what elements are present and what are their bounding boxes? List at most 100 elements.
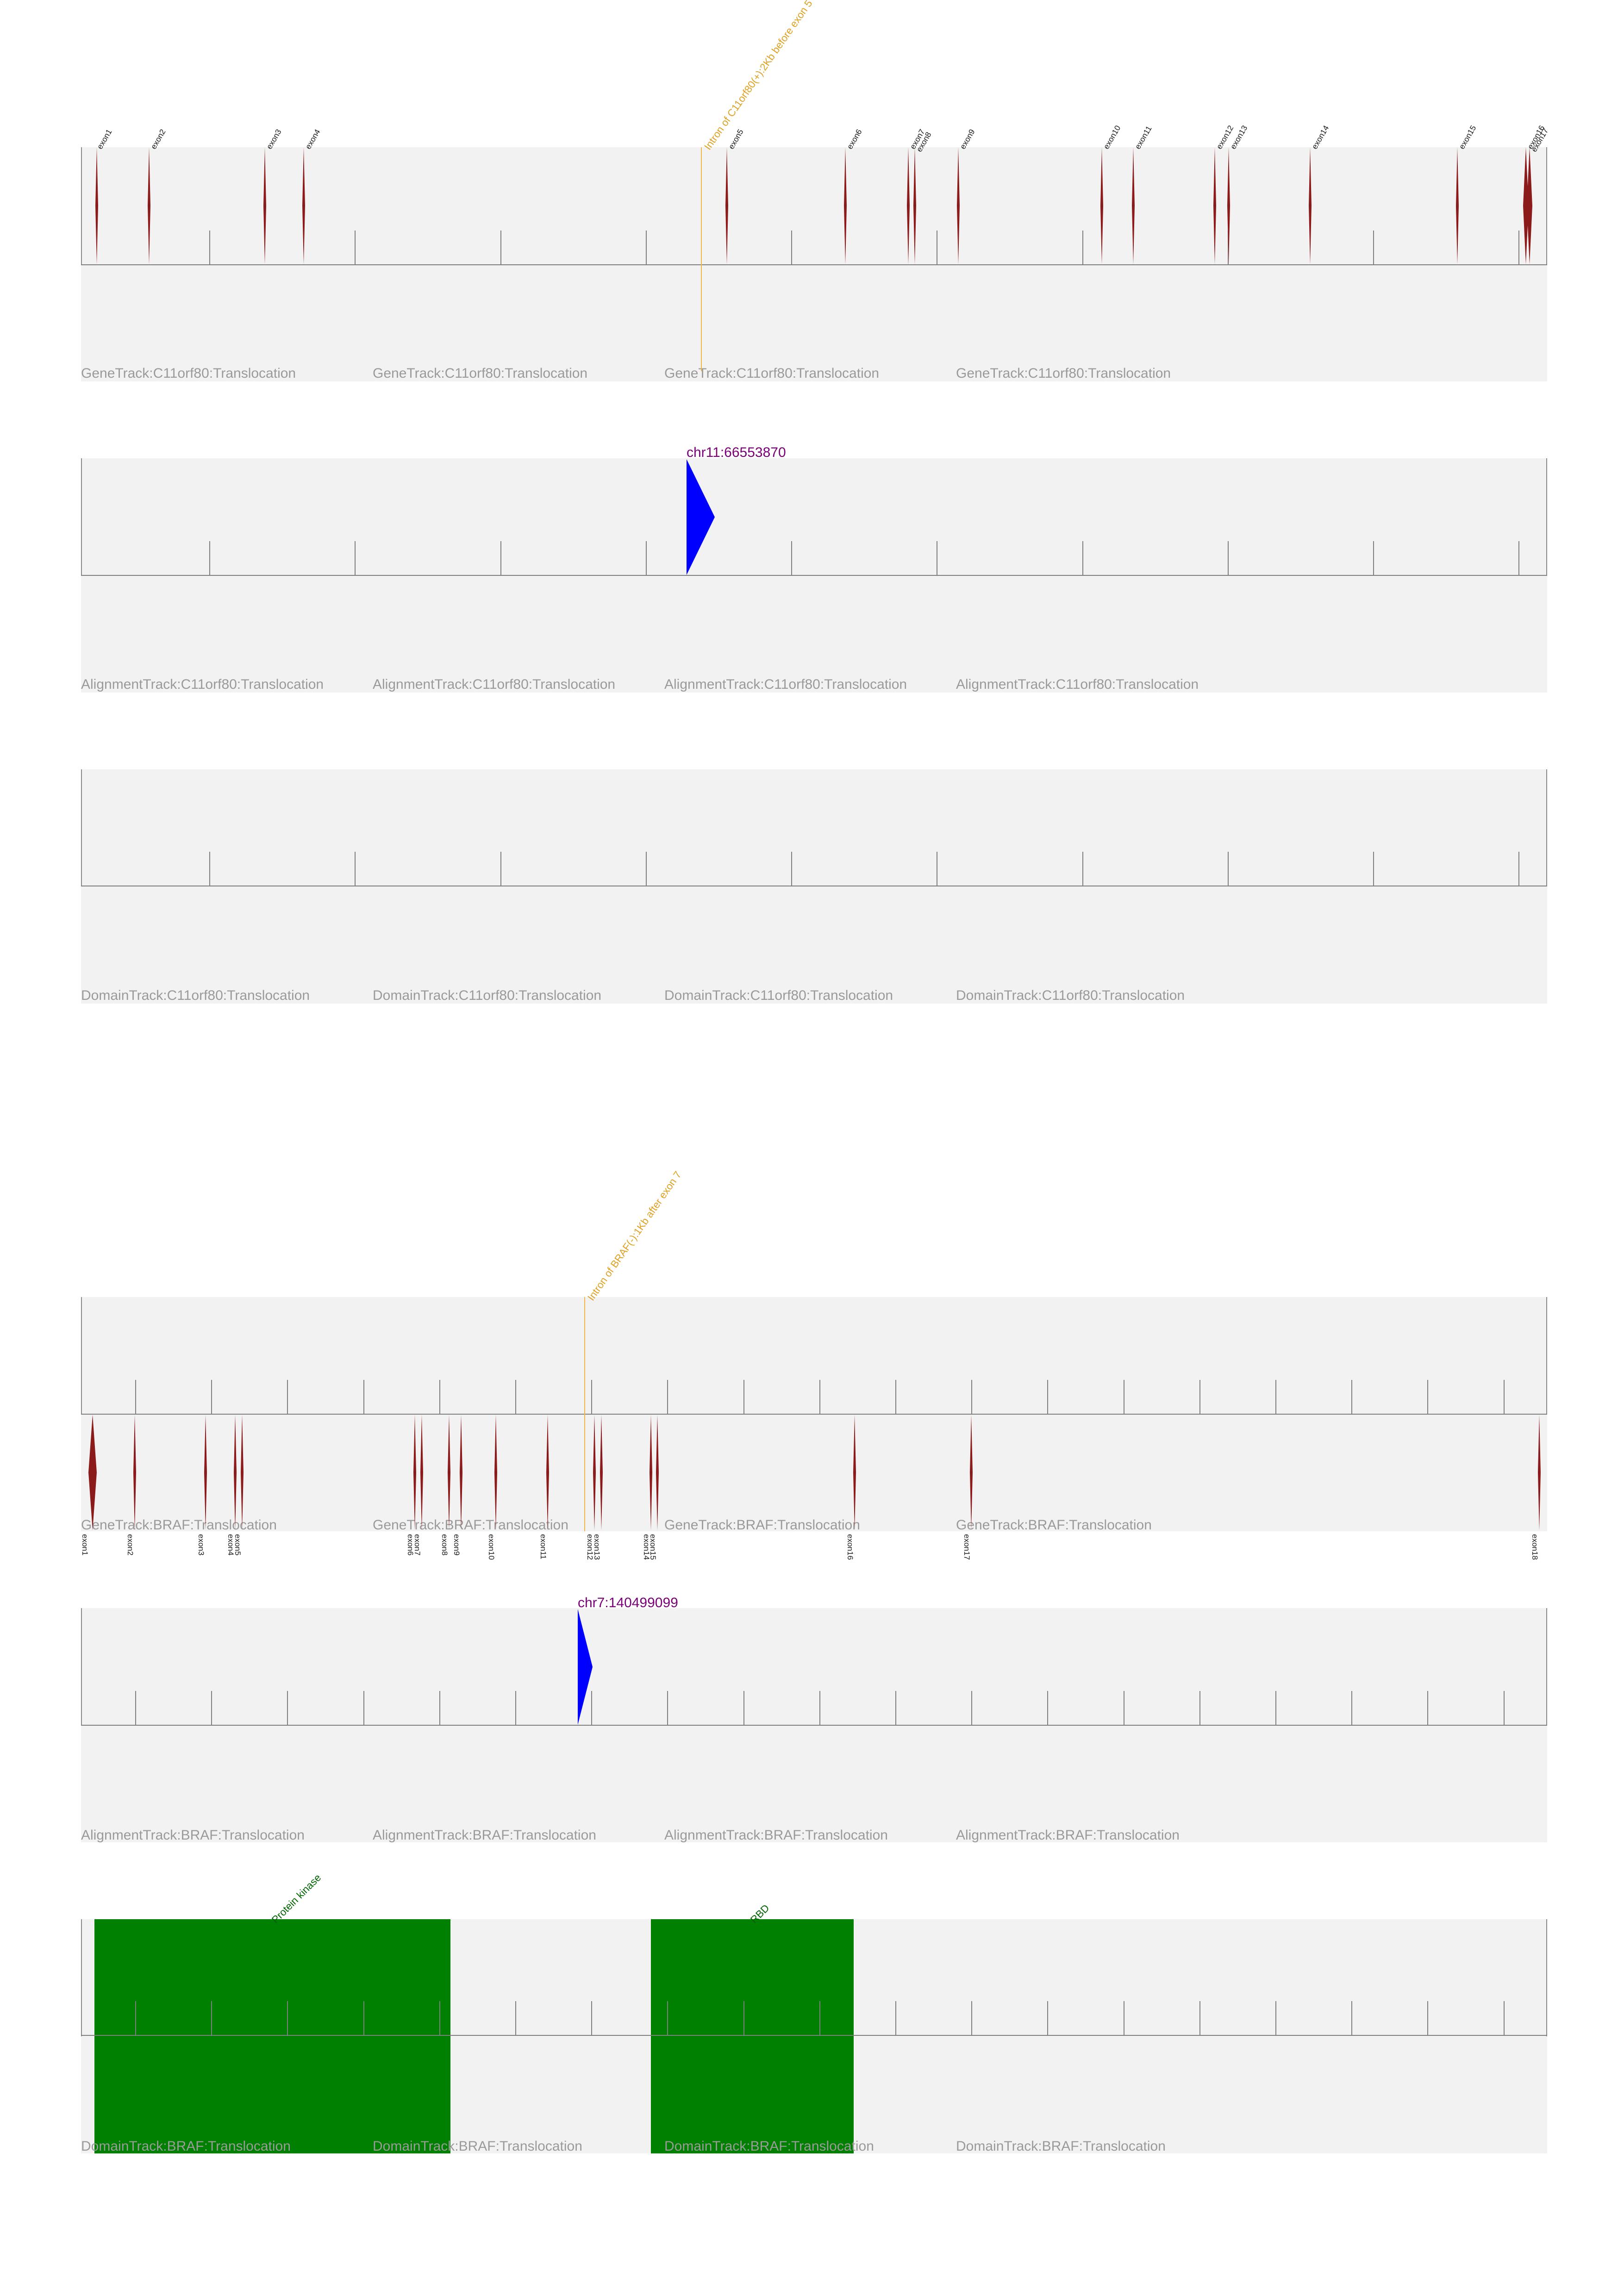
- scale-tick: [211, 1380, 212, 1414]
- scale-tick: [971, 1380, 972, 1414]
- c11orf80-alignment-arrow: [687, 459, 715, 575]
- scale-tick: [1199, 2001, 1200, 2035]
- exon-glyph: [448, 1415, 450, 1530]
- braf-coordinate-label: chr7:140499099: [578, 1595, 678, 1610]
- scale-tick: [363, 1691, 364, 1725]
- track-right-border: [1546, 1297, 1547, 1414]
- braf-alignment-arrow: [578, 1609, 593, 1725]
- exon-glyph: [725, 147, 728, 264]
- scale-tick: [667, 1380, 668, 1414]
- scale-tick: [1518, 541, 1519, 575]
- braf-domain-watermark-1: DomainTrack:BRAF:Translocation: [81, 2139, 291, 2154]
- track-left-border: [81, 1608, 82, 1725]
- scale-tick: [591, 2001, 592, 2035]
- scale-tick: [791, 852, 792, 886]
- exon-glyph: [1213, 147, 1216, 264]
- track-left-border: [81, 1297, 82, 1414]
- scale-tick: [1427, 1691, 1428, 1725]
- exon-glyph: [148, 147, 150, 264]
- exon-glyph: [1456, 147, 1459, 264]
- scale-tick: [355, 852, 356, 886]
- scale-tick: [355, 231, 356, 264]
- scale-tick: [646, 852, 647, 886]
- braf-breakpoint-line: [584, 1297, 585, 1531]
- exon-glyph: [546, 1415, 549, 1530]
- scale-tick: [1082, 541, 1083, 575]
- exon-glyph: [600, 1415, 603, 1530]
- scale-tick: [135, 2001, 136, 2035]
- scale-tick: [1504, 2001, 1505, 2035]
- c11orf80-alignment-watermark-4: AlignmentTrack:C11orf80:Translocation: [956, 677, 1199, 692]
- track-right-border: [1546, 147, 1547, 264]
- braf-gene-watermark-3: GeneTrack:BRAF:Translocation: [664, 1517, 860, 1533]
- scale-tick: [791, 231, 792, 264]
- scale-tick: [591, 1691, 592, 1725]
- scale-tick: [500, 852, 501, 886]
- scale-tick: [1199, 1691, 1200, 1725]
- scale-tick: [1504, 1380, 1505, 1414]
- scale-tick: [209, 541, 210, 575]
- scale-tick: [211, 2001, 212, 2035]
- exon-glyph: [95, 147, 98, 264]
- track-right-border: [1546, 1919, 1547, 2036]
- scale-tick: [819, 2001, 820, 2035]
- scale-tick: [1504, 1691, 1505, 1725]
- c11orf80-gene-axis: [81, 264, 1547, 265]
- scale-tick: [209, 852, 210, 886]
- exon-glyph: [853, 1415, 856, 1530]
- scale-tick: [363, 2001, 364, 2035]
- c11orf80-gene-watermark-2: GeneTrack:C11orf80:Translocation: [373, 366, 588, 381]
- scale-tick: [439, 2001, 440, 2035]
- scale-tick: [515, 1691, 516, 1725]
- scale-tick: [1427, 1380, 1428, 1414]
- scale-tick: [209, 231, 210, 264]
- exon-glyph: [913, 147, 916, 264]
- c11orf80-alignment-watermark-1: AlignmentTrack:C11orf80:Translocation: [81, 677, 324, 692]
- c11orf80-domain-watermark-1: DomainTrack:C11orf80:Translocation: [81, 988, 310, 1003]
- scale-tick: [355, 541, 356, 575]
- track-right-border: [1546, 769, 1547, 886]
- scale-tick: [439, 1691, 440, 1725]
- scale-tick: [1351, 1691, 1352, 1725]
- exon-glyph: [460, 1415, 462, 1530]
- c11orf80-gene-watermark-4: GeneTrack:C11orf80:Translocation: [956, 366, 1171, 381]
- scale-tick: [1373, 231, 1374, 264]
- scale-tick: [1047, 1380, 1048, 1414]
- scale-tick: [500, 231, 501, 264]
- braf-alignment-watermark-2: AlignmentTrack:BRAF:Translocation: [373, 1828, 596, 1843]
- exon-glyph: [234, 1415, 237, 1530]
- braf-gene-axis: [81, 1414, 1547, 1415]
- scale-tick: [895, 1691, 896, 1725]
- scale-tick: [1275, 1380, 1276, 1414]
- c11orf80-alignment-watermark-2: AlignmentTrack:C11orf80:Translocation: [373, 677, 616, 692]
- track-left-border: [81, 458, 82, 575]
- c11orf80-domain-track: [81, 769, 1547, 1004]
- braf-gene-watermark-2: GeneTrack:BRAF:Translocation: [373, 1517, 568, 1533]
- track-left-border: [81, 147, 82, 264]
- braf-domain-watermark-2: DomainTrack:BRAF:Translocation: [373, 2139, 582, 2154]
- braf-gene-watermark-4: GeneTrack:BRAF:Translocation: [956, 1517, 1152, 1533]
- scale-tick: [1199, 1380, 1200, 1414]
- c11orf80-alignment-watermark-3: AlignmentTrack:C11orf80:Translocation: [664, 677, 907, 692]
- scale-tick: [1047, 2001, 1048, 2035]
- c11orf80-gene-watermark-1: GeneTrack:C11orf80:Translocation: [81, 366, 296, 381]
- scale-tick: [743, 1691, 744, 1725]
- c11orf80-domain-watermark-4: DomainTrack:C11orf80:Translocation: [956, 988, 1185, 1003]
- c11orf80-gene-watermark-3: GeneTrack:C11orf80:Translocation: [664, 366, 880, 381]
- c11orf80-coordinate-label: chr11:66553870: [687, 445, 786, 460]
- braf-domain-axis: [81, 2035, 1547, 2036]
- exon-glyph: [970, 1415, 973, 1530]
- exon-glyph: [263, 147, 266, 264]
- scale-tick: [515, 1380, 516, 1414]
- exon-glyph: [650, 1415, 652, 1530]
- scale-tick: [667, 2001, 668, 2035]
- exon-glyph: [1227, 147, 1230, 264]
- exon-glyph: [494, 1415, 497, 1530]
- c11orf80-domain-watermark-2: DomainTrack:C11orf80:Translocation: [373, 988, 602, 1003]
- scale-tick: [971, 2001, 972, 2035]
- scale-tick: [1082, 231, 1083, 264]
- braf-exon-glyphs: [88, 1415, 1541, 1530]
- scale-tick: [819, 1691, 820, 1725]
- scale-tick: [895, 1380, 896, 1414]
